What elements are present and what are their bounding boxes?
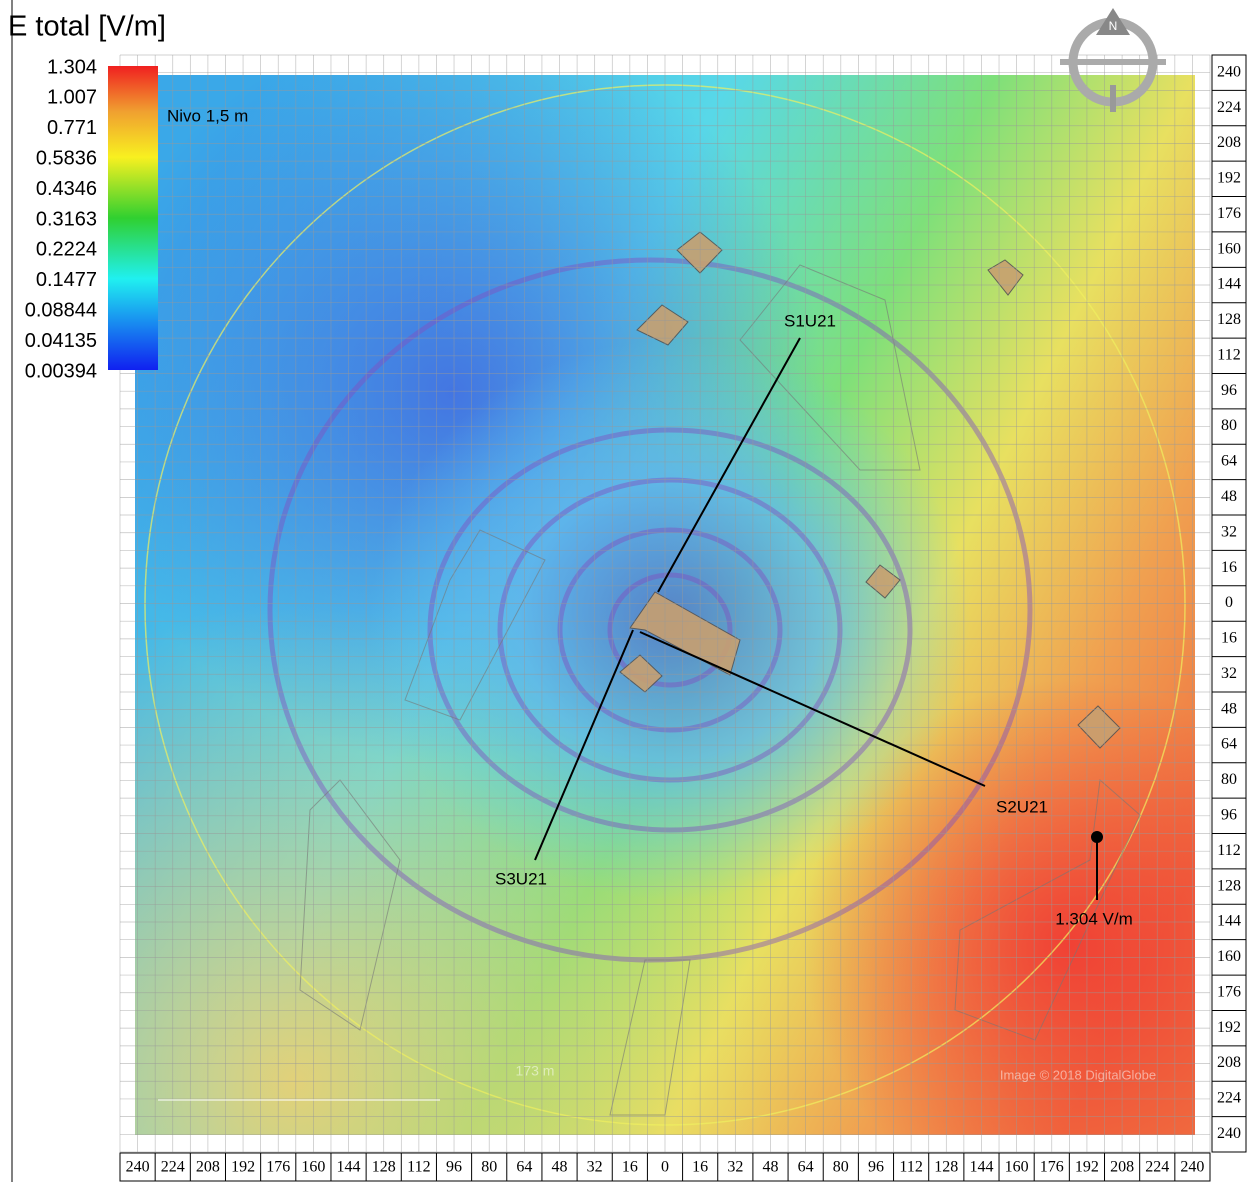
axis-label: 112 bbox=[1217, 346, 1240, 363]
site-label: S1U21 bbox=[784, 311, 836, 330]
axis-label: 32 bbox=[1221, 665, 1237, 682]
axis-label: 112 bbox=[1217, 842, 1240, 859]
legend-label: 0.5836 bbox=[36, 147, 97, 169]
site-label: S3U21 bbox=[495, 869, 547, 888]
axis-label: 16 bbox=[692, 1159, 708, 1176]
axis-label: 224 bbox=[161, 1159, 185, 1176]
axis-label: 176 bbox=[1217, 983, 1241, 1000]
map-title: E total [V/m] bbox=[8, 11, 166, 43]
axis-label: 240 bbox=[1180, 1159, 1204, 1176]
axis-label: 80 bbox=[1221, 771, 1237, 788]
legend-label: 0.771 bbox=[47, 117, 97, 139]
axis-label: 240 bbox=[126, 1159, 150, 1176]
color-bar bbox=[108, 66, 158, 370]
axis-label: 144 bbox=[969, 1159, 993, 1176]
buildings bbox=[619, 231, 1121, 749]
axis-label: 160 bbox=[1217, 240, 1241, 257]
axis-label: 128 bbox=[1217, 311, 1241, 328]
axis-label: 32 bbox=[727, 1159, 743, 1176]
legend-label: 0.08844 bbox=[25, 299, 97, 321]
legend-label: 0.00394 bbox=[25, 360, 97, 382]
axis-label: 112 bbox=[407, 1159, 430, 1176]
axis-label: 176 bbox=[1217, 205, 1241, 222]
axis-frame bbox=[1211, 54, 1247, 1153]
legend-label: 1.304 bbox=[47, 56, 97, 78]
legend-label: 0.04135 bbox=[25, 330, 97, 352]
axis-label: 96 bbox=[1221, 382, 1237, 399]
legend-label: 1.007 bbox=[47, 87, 97, 109]
structures bbox=[299, 264, 1141, 1116]
axis-label: 192 bbox=[1217, 1019, 1241, 1036]
axis-label: 0 bbox=[1225, 594, 1233, 611]
axis-label: 192 bbox=[1075, 1159, 1099, 1176]
axis-label: 224 bbox=[1217, 99, 1241, 116]
axis-label: 208 bbox=[1110, 1159, 1134, 1176]
axis-label: 80 bbox=[833, 1159, 849, 1176]
axis-label: 16 bbox=[622, 1159, 638, 1176]
axis-label: 64 bbox=[1221, 453, 1237, 470]
axis-label: 80 bbox=[1221, 417, 1237, 434]
scale-label: 173 m bbox=[516, 1063, 555, 1079]
axis-label: 208 bbox=[1217, 1054, 1241, 1071]
legend-label: 0.4346 bbox=[36, 178, 97, 200]
pointer-lines bbox=[534, 337, 1103, 900]
axis-label: 64 bbox=[1221, 736, 1237, 753]
axis-label: 80 bbox=[481, 1159, 497, 1176]
axis-label: 224 bbox=[1145, 1159, 1169, 1176]
axis-label: 176 bbox=[1040, 1159, 1064, 1176]
axis-label: 176 bbox=[266, 1159, 290, 1176]
axis-label: 64 bbox=[798, 1159, 814, 1176]
axis-label: 48 bbox=[1221, 700, 1237, 717]
compass: N bbox=[1060, 8, 1166, 112]
site-label: S2U21 bbox=[996, 797, 1048, 816]
axis-label: 32 bbox=[1221, 523, 1237, 540]
axis-label: 144 bbox=[1217, 913, 1241, 930]
axis-label: 128 bbox=[934, 1159, 958, 1176]
legend: 1.304 1.007 0.771 0.5836 0.4346 0.3163 0.2224 0… bbox=[25, 56, 97, 382]
compass-label: N bbox=[1109, 19, 1118, 33]
max-label: 1.304 V/m bbox=[1055, 909, 1133, 928]
axis-label: 144 bbox=[337, 1159, 361, 1176]
axis-label: 16 bbox=[1221, 559, 1237, 576]
axis-label: 208 bbox=[1217, 134, 1241, 151]
axis-label: 192 bbox=[231, 1159, 255, 1176]
axis-label: 144 bbox=[1217, 276, 1241, 293]
axis-label: 48 bbox=[552, 1159, 568, 1176]
axis-label: 16 bbox=[1221, 630, 1237, 647]
axis-label: 96 bbox=[1221, 806, 1237, 823]
axis-label: 64 bbox=[516, 1159, 532, 1176]
axis-label: 208 bbox=[196, 1159, 220, 1176]
axis-label: 96 bbox=[446, 1159, 462, 1176]
axis-label: 0 bbox=[661, 1159, 669, 1176]
legend-label: 0.1477 bbox=[36, 269, 97, 291]
axis-label: 224 bbox=[1217, 1090, 1241, 1107]
axis-label: 48 bbox=[762, 1159, 778, 1176]
axis-label: 240 bbox=[1217, 1125, 1241, 1142]
axes: 2402242081921761601441281129680644832160… bbox=[119, 54, 1247, 1182]
axis-label: 160 bbox=[301, 1159, 325, 1176]
legend-label: 0.2224 bbox=[36, 239, 97, 261]
axis-label: 96 bbox=[868, 1159, 884, 1176]
axis-label: 48 bbox=[1221, 488, 1237, 505]
legend-label: 0.3163 bbox=[36, 208, 97, 230]
axis-label: 128 bbox=[372, 1159, 396, 1176]
axis-label: 192 bbox=[1217, 170, 1241, 187]
level-label: Nivo 1,5 m bbox=[167, 106, 248, 125]
axis-label: 160 bbox=[1005, 1159, 1029, 1176]
grid bbox=[119, 54, 1211, 1153]
axis-label: 128 bbox=[1217, 877, 1241, 894]
credit: Image © 2018 DigitalGlobe bbox=[1000, 1067, 1156, 1082]
axis-label: 32 bbox=[587, 1159, 603, 1176]
axis-label: 160 bbox=[1217, 948, 1241, 965]
axis-label: 240 bbox=[1217, 63, 1241, 80]
axis-label: 112 bbox=[899, 1159, 922, 1176]
